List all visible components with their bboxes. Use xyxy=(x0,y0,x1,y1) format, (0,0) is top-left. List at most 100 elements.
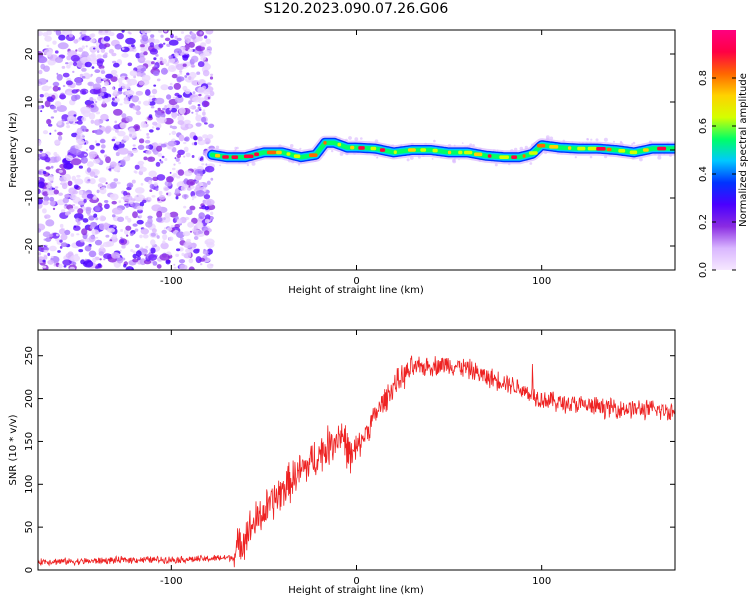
noise-speckle xyxy=(116,257,124,264)
noise-speckle xyxy=(145,89,151,96)
ridge-halo-dot xyxy=(619,140,623,144)
noise-speckle xyxy=(58,169,63,173)
noise-speckle xyxy=(120,46,130,53)
noise-speckle xyxy=(121,141,125,144)
noise-speckle xyxy=(89,171,96,177)
noise-speckle xyxy=(52,40,57,45)
noise-speckle xyxy=(191,55,199,63)
noise-speckle xyxy=(164,187,170,191)
ridge-halo-dot xyxy=(590,138,593,141)
ridge-peak xyxy=(254,152,259,157)
noise-speckle xyxy=(183,155,186,158)
noise-speckle xyxy=(77,47,83,53)
noise-speckle xyxy=(42,265,47,269)
noise-speckle xyxy=(96,58,105,64)
noise-speckle xyxy=(190,191,196,197)
noise-speckle xyxy=(130,249,134,252)
noise-speckle xyxy=(114,44,122,50)
ridge-halo-dot xyxy=(603,137,608,142)
noise-speckle xyxy=(107,96,112,102)
ridge-halo-dot xyxy=(639,157,643,162)
noise-speckle xyxy=(186,238,191,243)
noise-speckle xyxy=(158,190,163,196)
noise-speckle xyxy=(103,258,106,261)
noise-speckle xyxy=(64,194,71,198)
noise-speckle xyxy=(94,100,98,104)
ridge-peak xyxy=(474,152,483,157)
noise-speckle xyxy=(42,200,49,206)
noise-speckle xyxy=(142,248,148,253)
noise-speckle xyxy=(195,109,199,113)
noise-speckle xyxy=(197,104,201,107)
noise-speckle xyxy=(60,209,66,213)
noise-speckle xyxy=(125,115,133,122)
noise-speckle xyxy=(147,218,153,225)
noise-speckle xyxy=(40,247,44,250)
ridge-halo-dot xyxy=(289,144,294,148)
noise-speckle xyxy=(179,237,184,241)
noise-speckle xyxy=(138,81,145,86)
noise-speckle xyxy=(43,249,49,253)
noise-speckle xyxy=(89,38,96,43)
ridge-halo-dot xyxy=(376,157,378,159)
noise-speckle xyxy=(189,205,196,211)
noise-speckle xyxy=(49,245,57,252)
ridge-halo-dot xyxy=(657,155,662,160)
noise-speckle xyxy=(210,177,214,181)
ridge-peak xyxy=(370,146,377,151)
noise-speckle xyxy=(134,187,145,194)
noise-speckle xyxy=(38,78,48,85)
noise-speckle xyxy=(88,74,91,78)
noise-speckle xyxy=(163,42,166,45)
noise-speckle xyxy=(192,96,201,103)
snr-y-tick-label: 0 xyxy=(24,567,35,573)
noise-speckle xyxy=(170,33,174,39)
noise-speckle xyxy=(94,140,98,144)
noise-speckle xyxy=(116,32,124,40)
noise-speckle xyxy=(56,74,63,81)
noise-speckle xyxy=(201,159,204,162)
noise-speckle xyxy=(99,258,102,261)
noise-speckle xyxy=(115,140,120,145)
noise-speckle xyxy=(204,230,210,236)
noise-speckle xyxy=(158,30,163,34)
noise-speckle xyxy=(177,149,185,155)
noise-speckle xyxy=(73,206,79,210)
noise-speckle xyxy=(148,98,153,102)
noise-speckle xyxy=(137,144,145,150)
noise-speckle xyxy=(40,63,46,70)
noise-speckle xyxy=(119,103,123,106)
noise-speckle xyxy=(177,120,185,125)
noise-speckle xyxy=(95,143,101,146)
noise-speckle xyxy=(102,54,108,59)
noise-speckle xyxy=(139,234,143,239)
noise-speckle xyxy=(113,108,123,116)
noise-speckle xyxy=(200,42,207,47)
noise-speckle xyxy=(58,135,63,141)
noise-speckle xyxy=(100,244,104,250)
noise-speckle xyxy=(102,241,111,248)
noise-speckle xyxy=(98,177,107,184)
noise-speckle xyxy=(73,225,77,228)
noise-speckle xyxy=(77,48,80,52)
ridge-peak xyxy=(358,146,365,150)
noise-speckle xyxy=(128,199,134,204)
ridge-peak xyxy=(293,154,301,158)
noise-speckle xyxy=(61,118,65,122)
noise-speckle xyxy=(113,178,119,182)
noise-speckle xyxy=(75,49,78,52)
noise-speckle xyxy=(187,48,193,53)
noise-speckle xyxy=(178,107,186,115)
noise-speckle xyxy=(116,181,121,185)
noise-speckle xyxy=(160,67,168,75)
noise-speckle xyxy=(198,212,205,220)
noise-speckle xyxy=(113,124,122,130)
noise-speckle xyxy=(185,152,191,158)
noise-speckle xyxy=(200,156,204,161)
noise-speckle xyxy=(121,47,125,50)
noise-speckle xyxy=(50,165,54,169)
noise-speckle xyxy=(181,252,185,256)
noise-speckle xyxy=(142,234,149,239)
noise-speckle xyxy=(180,31,185,34)
noise-speckle xyxy=(86,161,94,168)
